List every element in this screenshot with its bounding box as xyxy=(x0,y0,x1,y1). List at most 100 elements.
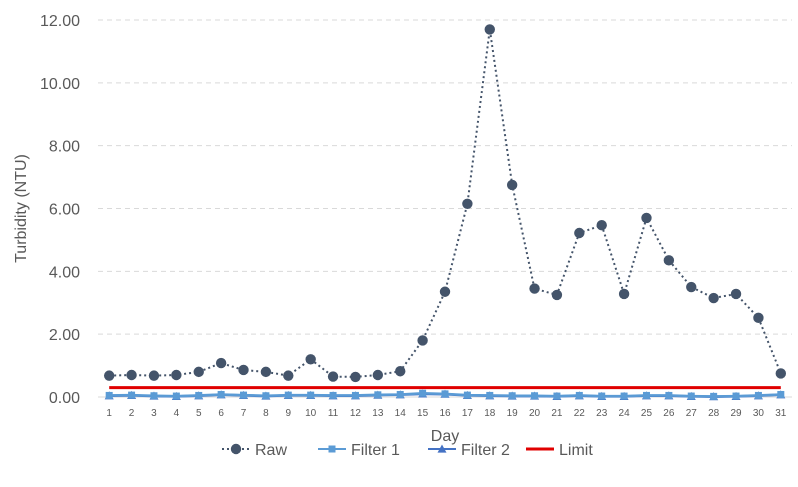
x-axis-ticks: 1 2 3 4 5 6 7 8 9 10 11 12 13 14 15 16 17 18 19 20 21 22 23 24 2… xyxy=(106,408,786,419)
x-tick-label: 9 xyxy=(286,408,292,419)
data-point xyxy=(373,370,383,380)
data-point xyxy=(576,392,583,399)
legend-marker xyxy=(329,446,336,453)
x-tick-label: 31 xyxy=(775,408,787,419)
data-point xyxy=(733,393,740,400)
data-point xyxy=(261,367,271,377)
data-point xyxy=(195,392,202,399)
x-tick-label: 11 xyxy=(328,408,339,419)
data-point xyxy=(330,392,337,399)
data-point xyxy=(485,24,495,34)
x-tick-label: 10 xyxy=(305,408,317,419)
data-point xyxy=(395,366,405,376)
y-tick-label: 4.00 xyxy=(49,264,80,281)
data-point xyxy=(597,220,607,230)
legend-label: Raw xyxy=(255,442,287,459)
x-tick-label: 6 xyxy=(218,408,224,419)
data-point xyxy=(619,289,629,299)
x-tick-label: 2 xyxy=(129,408,135,419)
data-point xyxy=(753,313,763,323)
data-point xyxy=(643,392,650,399)
data-point xyxy=(126,370,136,380)
x-tick-label: 16 xyxy=(439,408,451,419)
data-point xyxy=(442,390,449,397)
y-tick-label: 12.00 xyxy=(40,13,80,30)
data-point xyxy=(574,228,584,238)
data-point xyxy=(664,255,674,265)
x-tick-label: 19 xyxy=(507,408,519,419)
x-tick-label: 15 xyxy=(417,408,429,419)
data-point xyxy=(552,290,562,300)
data-point xyxy=(106,392,113,399)
data-point xyxy=(128,392,135,399)
legend-label: Filter 1 xyxy=(351,442,400,459)
data-point xyxy=(240,392,247,399)
series-line xyxy=(109,29,781,377)
data-point xyxy=(464,392,471,399)
x-tick-label: 30 xyxy=(753,408,765,419)
data-point xyxy=(731,289,741,299)
data-point xyxy=(350,372,360,382)
data-point xyxy=(374,391,381,398)
x-tick-label: 3 xyxy=(151,408,157,419)
data-point xyxy=(238,365,248,375)
x-tick-label: 20 xyxy=(529,408,541,419)
data-point xyxy=(262,392,269,399)
data-point xyxy=(149,370,159,380)
data-point xyxy=(419,390,426,397)
x-tick-label: 24 xyxy=(619,408,631,419)
data-point xyxy=(328,371,338,381)
x-tick-label: 22 xyxy=(574,408,586,419)
legend-item: Limit xyxy=(526,442,593,459)
legend-item: Raw xyxy=(222,442,287,459)
y-tick-label: 0.00 xyxy=(49,390,80,407)
data-point xyxy=(621,393,628,400)
x-tick-label: 25 xyxy=(641,408,653,419)
x-tick-label: 21 xyxy=(551,408,563,419)
data-point xyxy=(104,370,114,380)
data-point xyxy=(285,392,292,399)
y-axis-title: Turbidity (NTU) xyxy=(13,154,30,263)
y-tick-label: 2.00 xyxy=(49,327,80,344)
data-point xyxy=(218,391,225,398)
data-point xyxy=(529,283,539,293)
data-point xyxy=(665,392,672,399)
data-point xyxy=(776,368,786,378)
data-point xyxy=(708,293,718,303)
legend-label: Filter 2 xyxy=(461,442,510,459)
data-point xyxy=(307,392,314,399)
data-point xyxy=(686,282,696,292)
data-point xyxy=(305,354,315,364)
x-tick-label: 4 xyxy=(174,408,180,419)
data-point xyxy=(509,392,516,399)
x-tick-label: 7 xyxy=(241,408,247,419)
y-tick-label: 10.00 xyxy=(40,76,80,93)
x-tick-label: 26 xyxy=(663,408,675,419)
x-tick-label: 23 xyxy=(596,408,608,419)
x-tick-label: 13 xyxy=(372,408,384,419)
data-point xyxy=(553,393,560,400)
data-point xyxy=(507,180,517,190)
data-point xyxy=(283,370,293,380)
y-tick-label: 8.00 xyxy=(49,139,80,156)
series-raw xyxy=(104,24,786,382)
data-point xyxy=(417,335,427,345)
data-point xyxy=(194,367,204,377)
x-tick-label: 14 xyxy=(395,408,407,419)
x-tick-label: 29 xyxy=(730,408,742,419)
y-tick-label: 6.00 xyxy=(49,202,80,219)
legend-marker xyxy=(231,444,241,454)
x-tick-label: 28 xyxy=(708,408,720,419)
data-point xyxy=(462,199,472,209)
data-point xyxy=(397,391,404,398)
x-axis-title: Day xyxy=(431,428,459,445)
data-point xyxy=(755,392,762,399)
data-point xyxy=(710,393,717,400)
data-point xyxy=(440,287,450,297)
x-tick-label: 5 xyxy=(196,408,202,419)
data-point xyxy=(171,370,181,380)
x-tick-label: 8 xyxy=(263,408,269,419)
legend: Raw Filter 1 Filter 2 Limit xyxy=(222,442,593,459)
data-point xyxy=(352,392,359,399)
x-tick-label: 1 xyxy=(106,408,112,419)
